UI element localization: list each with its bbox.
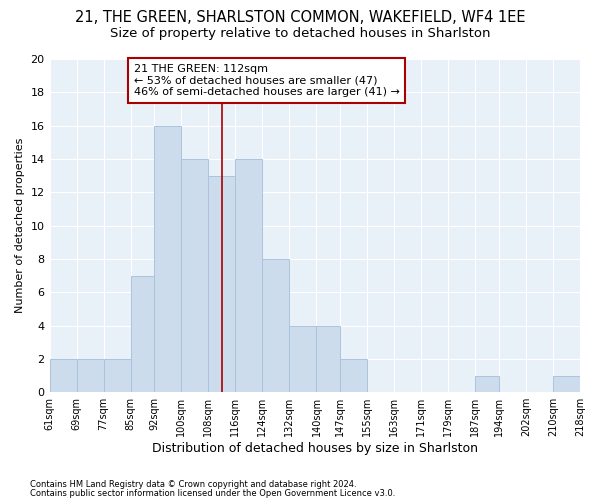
Text: Contains public sector information licensed under the Open Government Licence v3: Contains public sector information licen…: [30, 488, 395, 498]
Bar: [262, 259, 289, 392]
Bar: [316, 326, 340, 392]
X-axis label: Distribution of detached houses by size in Sharlston: Distribution of detached houses by size …: [152, 442, 478, 455]
Text: Contains HM Land Registry data © Crown copyright and database right 2024.: Contains HM Land Registry data © Crown c…: [30, 480, 356, 489]
Bar: [131, 276, 154, 392]
Text: 21 THE GREEN: 112sqm
← 53% of detached houses are smaller (47)
46% of semi-detac: 21 THE GREEN: 112sqm ← 53% of detached h…: [134, 64, 400, 97]
Bar: [340, 359, 367, 392]
Bar: [289, 326, 316, 392]
Bar: [104, 359, 131, 392]
Bar: [77, 359, 104, 392]
Bar: [154, 126, 181, 392]
Bar: [553, 376, 580, 392]
Bar: [475, 376, 499, 392]
Text: 21, THE GREEN, SHARLSTON COMMON, WAKEFIELD, WF4 1EE: 21, THE GREEN, SHARLSTON COMMON, WAKEFIE…: [75, 10, 525, 25]
Bar: [235, 159, 262, 392]
Bar: [181, 159, 208, 392]
Y-axis label: Number of detached properties: Number of detached properties: [15, 138, 25, 314]
Bar: [208, 176, 235, 392]
Text: Size of property relative to detached houses in Sharlston: Size of property relative to detached ho…: [110, 28, 490, 40]
Bar: [50, 359, 77, 392]
